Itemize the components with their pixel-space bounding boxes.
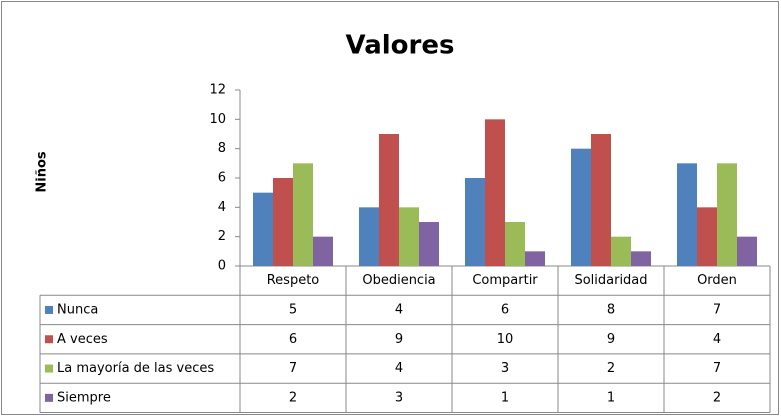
table-value: 7 [289,361,297,376]
table-value: 7 [713,361,721,376]
legend-label: Siempre [57,390,111,405]
y-tick-label: 4 [218,200,226,215]
bar [379,134,399,266]
table-value: 3 [395,390,403,405]
x-tick-label: Obediencia [362,273,435,288]
bar [359,207,379,266]
table-value: 2 [289,390,297,405]
x-tick-label: Orden [697,273,737,288]
y-tick-label: 0 [218,259,226,274]
bar [525,251,545,266]
legend-key [45,364,53,373]
legend-key [45,335,53,344]
bar [631,251,651,266]
x-tick-label: Compartir [472,273,538,288]
table-value: 4 [395,361,403,376]
table-value: 6 [289,332,297,347]
bar [737,236,757,266]
bar [419,222,439,266]
legend-label: Nunca [57,302,98,317]
bar [611,236,631,266]
table-value: 9 [607,332,615,347]
chart-title: Valores [346,31,455,61]
table-value: 3 [501,361,509,376]
y-axis-label: Niños [35,151,50,193]
x-tick-label: Solidaridad [574,273,647,288]
table-value: 2 [607,361,615,376]
legend-key [45,305,53,314]
bar [571,148,591,266]
table-value: 5 [289,302,297,317]
table-value: 9 [395,332,403,347]
legend-label: A veces [57,332,108,347]
y-tick-label: 12 [209,83,226,98]
bar [273,178,293,266]
bar [293,163,313,266]
bar [677,163,697,266]
legend-key [45,393,53,402]
x-tick-label: Respeto [267,273,320,288]
bar [465,178,485,266]
bar [717,163,737,266]
bar [253,192,273,266]
bar [505,222,525,266]
y-tick-label: 10 [209,112,226,127]
table-value: 1 [607,390,615,405]
legend-label: La mayoría de las veces [57,361,214,376]
bar [313,236,333,266]
bar [485,119,505,266]
table-value: 2 [713,390,721,405]
y-tick-label: 2 [218,229,226,244]
table-value: 10 [497,332,514,347]
table-value: 7 [713,302,721,317]
y-tick-label: 6 [218,171,226,186]
table-value: 4 [713,332,721,347]
bar [697,207,717,266]
table-value: 6 [501,302,509,317]
bar [399,207,419,266]
y-tick-label: 8 [218,141,226,156]
bar [591,134,611,266]
table-value: 4 [395,302,403,317]
table-value: 1 [501,390,509,405]
table-value: 8 [607,302,615,317]
